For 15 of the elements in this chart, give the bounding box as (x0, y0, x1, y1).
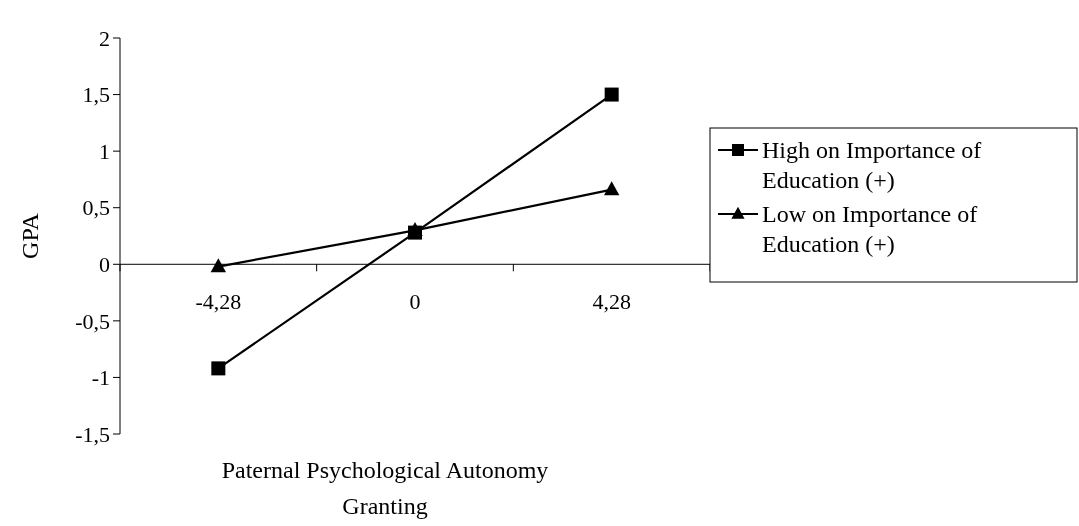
y-tick-label: -1,5 (75, 421, 110, 447)
y-axis-title: GPA (17, 212, 43, 259)
legend-label: Low on Importance of Education (+) (762, 201, 978, 258)
y-tick-label: 1 (99, 138, 110, 164)
x-tick-label: 4,28 (592, 289, 631, 315)
y-tick-label: 1,5 (82, 82, 110, 108)
y-tick-label: 0,5 (82, 195, 110, 221)
x-tick-label: 0 (409, 289, 421, 315)
legend-label: High on Importance of Education (+) (762, 137, 982, 194)
y-tick-label: -0,5 (75, 308, 110, 334)
x-tick-label: -4,28 (195, 289, 242, 315)
y-tick-label: 2 (99, 25, 110, 51)
y-tick-label: -1 (91, 365, 110, 391)
x-axis-title: Paternal Psychological Autonomy Granting (221, 457, 549, 519)
y-tick-label: 0 (99, 251, 110, 277)
